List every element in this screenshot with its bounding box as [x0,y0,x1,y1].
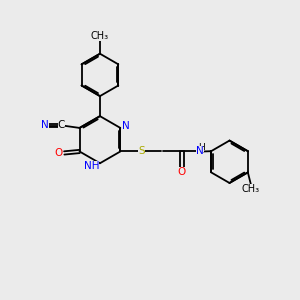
Text: N: N [196,146,203,157]
Text: CH₃: CH₃ [91,31,109,41]
Text: N: N [41,120,49,130]
Text: H: H [198,142,204,152]
Text: N: N [122,121,130,130]
Text: O: O [178,167,186,177]
Text: O: O [55,148,63,158]
Text: NH: NH [84,160,99,171]
Text: S: S [138,146,145,157]
Text: CH₃: CH₃ [242,184,260,194]
Text: C: C [58,120,65,130]
